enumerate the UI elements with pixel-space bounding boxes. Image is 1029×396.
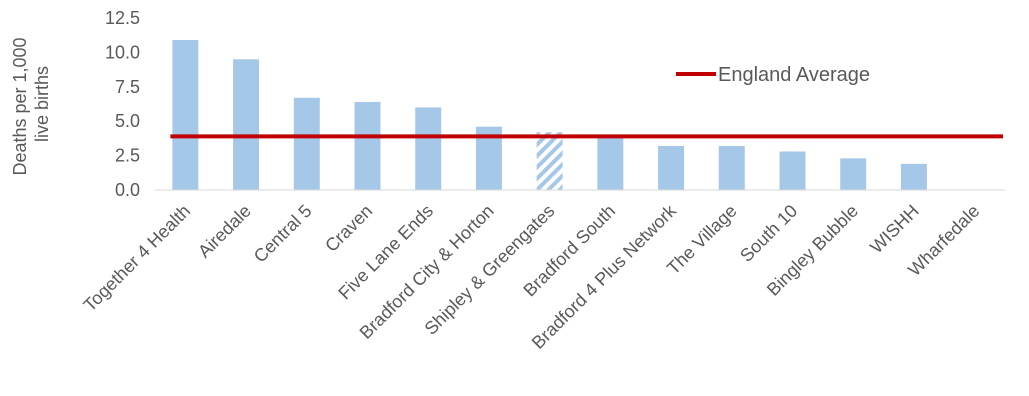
bar-five-lane-ends [415, 107, 442, 190]
bar-airedale [233, 59, 260, 190]
x-tick-label-craven: Craven [321, 201, 376, 256]
y-axis-title: Deaths per 1,000 live births [10, 32, 52, 175]
bars [172, 40, 927, 191]
bar-the-village [718, 145, 745, 190]
x-tick-label-wishh: WISHH [866, 201, 923, 258]
y-axis-title-line-2: live births [32, 66, 52, 142]
y-tick-labels: 0.0 2.5 5.0 7.5 10.0 12.5 [105, 8, 140, 200]
legend: England Average [676, 64, 870, 86]
y-tick-label: 12.5 [105, 8, 140, 28]
bar-craven [354, 101, 381, 190]
y-tick-label: 5.0 [115, 111, 140, 131]
x-tick-label-together-4-health: Together 4 Health [80, 201, 195, 316]
y-tick-label: 0.0 [115, 180, 140, 200]
x-tick-label-central-5: Central 5 [250, 201, 316, 267]
y-tick-label: 10.0 [105, 42, 140, 62]
bar-bradford-4-plus-network [658, 145, 685, 190]
bar-bradford-south [597, 136, 624, 190]
legend-label: England Average [718, 64, 870, 86]
bar-together-4-health [172, 40, 199, 191]
x-tick-label-airedale: Airedale [194, 201, 255, 262]
y-axis-title-line-1: Deaths per 1,000 [10, 37, 30, 175]
y-tick-label: 2.5 [115, 146, 140, 166]
y-tick-label: 7.5 [115, 77, 140, 97]
bar-bingley-bubble [840, 158, 867, 190]
bar-wishh [900, 163, 927, 190]
bar-central-5 [293, 97, 320, 190]
bar-shipley-greengates [536, 132, 563, 190]
bar-south-10 [779, 151, 806, 190]
